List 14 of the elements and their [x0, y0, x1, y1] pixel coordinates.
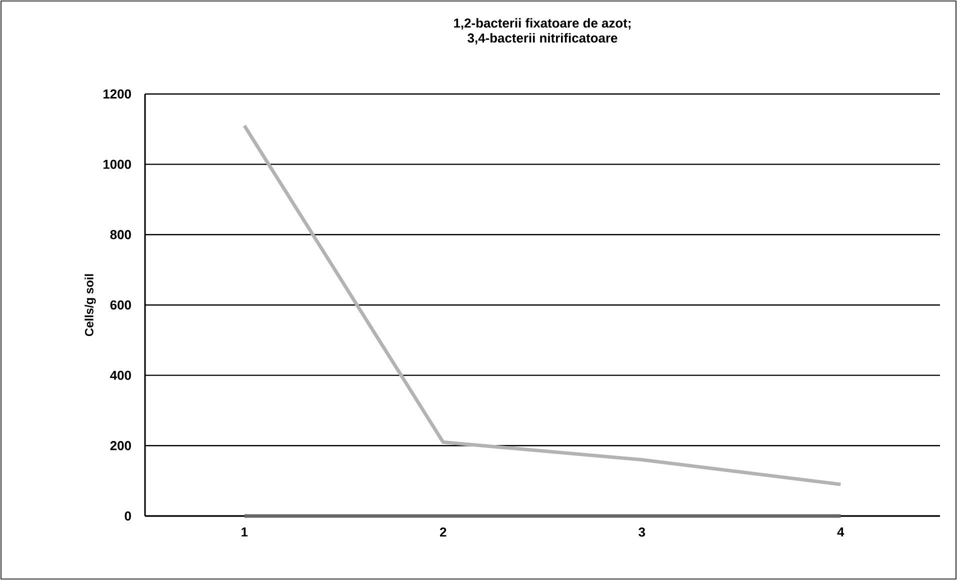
y-tick-label: 400	[110, 370, 131, 380]
y-axis-title: Cells/g soil	[84, 274, 96, 336]
y-tick-label: 1000	[103, 160, 131, 169]
chart-subtitle: 3,4-bacterii nitrificatoare	[468, 33, 618, 44]
y-tick-label: 600	[110, 300, 131, 310]
y-tick-label: 200	[110, 441, 131, 450]
x-tick-label: 1	[242, 528, 248, 536]
chart-title: 1,2-bacterii fixatoare de azot;	[454, 18, 631, 30]
x-tick-label: 2	[440, 528, 446, 537]
y-tick-label: 0	[124, 511, 131, 521]
y-tick-label: 800	[110, 230, 131, 240]
x-tick-label: 3	[638, 528, 646, 537]
y-tick-label: 1200	[103, 89, 131, 99]
x-tick-label: 4	[837, 528, 844, 536]
